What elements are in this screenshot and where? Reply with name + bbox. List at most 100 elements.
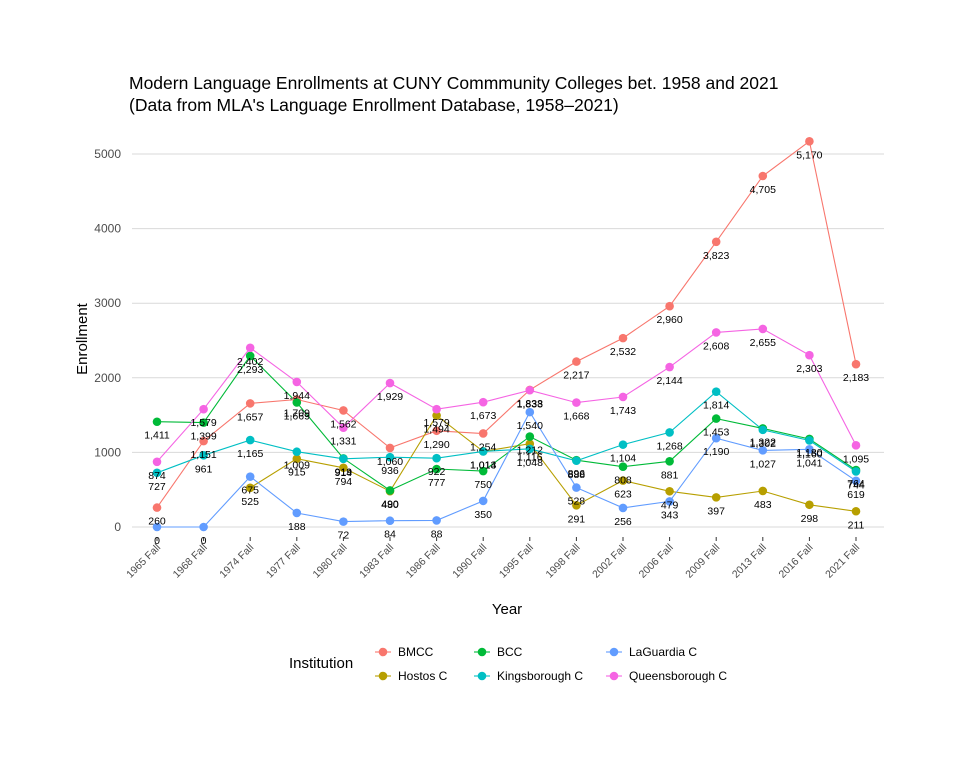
data-point	[339, 406, 348, 415]
data-point	[758, 486, 768, 496]
data-point	[245, 343, 255, 353]
data-label: 84	[384, 529, 396, 541]
data-point	[478, 466, 488, 476]
data-point	[618, 503, 628, 513]
data-point	[478, 496, 488, 506]
data-label: 350	[474, 509, 492, 521]
data-point	[851, 506, 861, 516]
data-label: 1,562	[330, 418, 356, 430]
y-tick-label: 4000	[94, 222, 121, 236]
data-label: 2,217	[563, 370, 589, 382]
data-label: 727	[148, 481, 166, 493]
x-axis-ticks: 1965 Fall 1968 Fall 1974 Fall 1977 Fall 1980…	[124, 537, 862, 581]
data-label: 525	[241, 496, 259, 508]
data-point	[572, 398, 581, 407]
data-label: 483	[754, 499, 772, 511]
data-label: 1,027	[750, 458, 776, 470]
data-label: 922	[428, 466, 446, 478]
y-tick-label: 1000	[94, 445, 121, 459]
data-label: 1,579	[423, 417, 449, 429]
data-point	[572, 483, 581, 492]
data-label: 2,144	[656, 375, 682, 387]
data-label: 211	[848, 519, 865, 531]
data-point	[432, 453, 441, 463]
series-line-bmcc	[156, 140, 857, 508]
data-point	[245, 351, 255, 361]
data-point	[805, 445, 814, 454]
data-point	[805, 350, 814, 360]
data-label: 874	[148, 470, 166, 482]
data-point	[339, 423, 348, 433]
data-label: 2,655	[750, 337, 776, 349]
legend-key-point	[477, 671, 487, 681]
data-label: 291	[568, 513, 586, 525]
x-tick-label: 1986 Fall	[404, 542, 443, 581]
data-point	[199, 522, 208, 532]
data-label: 1,180	[796, 447, 822, 459]
data-label: 619	[847, 489, 865, 501]
data-point	[385, 486, 395, 495]
data-point	[758, 171, 768, 181]
data-point	[525, 407, 535, 417]
data-point	[525, 432, 535, 441]
data-point	[851, 467, 861, 476]
x-tick-label: 1965 Fall	[124, 542, 163, 581]
data-point	[152, 503, 162, 512]
data-label: 1,302	[750, 438, 776, 450]
legend-entry: Hostos C	[398, 669, 448, 683]
data-point	[292, 377, 302, 387]
data-point	[385, 516, 395, 526]
data-label: 919	[335, 466, 353, 478]
data-point	[152, 417, 162, 427]
data-label: 0	[201, 535, 207, 547]
data-label: 777	[428, 477, 446, 489]
data-label: 1,453	[703, 427, 729, 439]
data-point	[292, 508, 302, 518]
data-point	[665, 456, 674, 466]
data-label: 915	[288, 467, 306, 479]
x-tick-label: 1983 Fall	[357, 542, 396, 581]
data-label: 2,608	[703, 340, 729, 352]
data-point	[199, 451, 208, 460]
data-point	[339, 454, 348, 464]
data-point	[152, 457, 162, 467]
series-lines	[156, 140, 857, 528]
x-tick-label: 2009 Fall	[683, 542, 722, 581]
data-point	[572, 500, 581, 510]
data-label: 1,494	[423, 424, 449, 436]
data-point	[199, 436, 208, 446]
data-label: 1,165	[237, 448, 263, 460]
data-point	[339, 517, 348, 526]
data-label: 1,151	[190, 449, 216, 461]
data-point	[711, 328, 721, 337]
x-axis-title: Year	[492, 601, 522, 618]
data-label: 5,170	[796, 149, 822, 161]
data-point	[665, 428, 674, 437]
data-label: 1,709	[284, 408, 310, 420]
data-label: 1,160	[796, 448, 822, 460]
data-point	[292, 398, 302, 407]
data-point	[199, 404, 208, 414]
data-label: 1,833	[517, 398, 543, 410]
legend-title: Institution	[289, 655, 353, 672]
data-point	[525, 444, 535, 454]
data-label: 1,838	[517, 398, 543, 410]
data-point	[618, 333, 628, 343]
data-point	[805, 436, 814, 445]
data-label: 343	[661, 509, 679, 521]
y-tick-label: 3000	[94, 296, 121, 310]
data-label: 1,041	[796, 457, 822, 469]
data-label: 4,705	[750, 184, 776, 196]
legend-key-point	[378, 647, 388, 657]
data-point	[432, 404, 441, 414]
data-point	[711, 387, 721, 396]
data-point	[245, 483, 255, 493]
legend-key-point	[609, 671, 619, 681]
data-point	[758, 446, 768, 455]
data-point	[711, 433, 721, 443]
data-label: 528	[568, 496, 586, 508]
data-label: 1,411	[144, 430, 170, 442]
data-label: 794	[335, 476, 353, 488]
data-label: 1,331	[330, 436, 356, 448]
